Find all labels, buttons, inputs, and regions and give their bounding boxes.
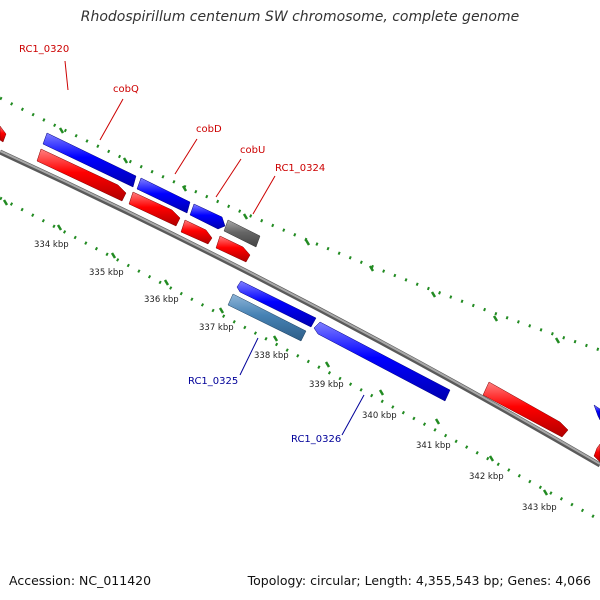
cds-cobU[interactable] [180,219,213,245]
major-ticks [2,199,549,496]
gene-RC1_0325-arrow[interactable] [236,280,317,328]
cds-edge-right[interactable] [593,443,600,463]
inner-tick-track [0,196,600,522]
kbp-label-341: 341 kbp [416,441,451,451]
kbp-label-335: 335 kbp [89,268,124,278]
label-RC1_0325[interactable]: RC1_0325 [188,376,238,387]
chromosome-backbone [0,149,600,468]
cds-cobD[interactable] [128,191,181,227]
cds-track[interactable] [36,148,600,463]
kbp-label-340: 340 kbp [362,411,397,421]
gene-RC1_0325[interactable] [227,293,307,342]
forward-label-leaders [64,60,276,215]
outer-major-ticks [58,127,561,344]
cds-RC1_0324[interactable] [215,235,251,263]
label-RC1_0320[interactable]: RC1_0320 [19,44,69,55]
map-title: Rhodospirillum centenum SW chromosome, c… [80,9,520,25]
kbp-label-339: 339 kbp [309,380,344,390]
reverse-label-leaders [239,337,365,436]
kbp-label-342: 342 kbp [469,472,504,482]
label-RC1_0326[interactable]: RC1_0326 [291,434,341,445]
topology-text: Topology: circular; Length: 4,355,543 bp… [247,573,591,588]
gene-cobQ[interactable] [42,132,137,188]
label-cobQ[interactable]: cobQ [113,84,139,95]
reverse-gene-track[interactable] [227,280,600,421]
gene-RC1_0320-stub[interactable] [0,125,7,143]
label-cobU[interactable]: cobU [240,145,265,156]
cds-cobQ[interactable] [36,148,127,202]
accession-text: Accession: NC_011420 [9,573,152,588]
gene-cobD[interactable] [136,177,191,214]
kbp-label-343: 343 kbp [522,503,557,513]
kbp-label-337: 337 kbp [199,323,234,333]
kbp-label-334: 334 kbp [34,240,69,250]
gene-RC1_0326[interactable] [313,321,451,402]
label-RC1_0324[interactable]: RC1_0324 [275,163,325,174]
kbp-label-336: 336 kbp [144,295,179,305]
forward-gene-labels: RC1_0320 cobQ cobD cobU RC1_0324 [19,44,325,174]
kbp-labels: 334 kbp 335 kbp 336 kbp 337 kbp 338 kbp … [34,240,557,513]
label-cobD[interactable]: cobD [196,124,222,135]
gene-right-edge[interactable] [593,404,600,421]
kbp-label-338: 338 kbp [254,351,289,361]
gene-RC1_0324[interactable] [223,219,261,248]
forward-gene-track[interactable] [0,125,261,248]
gene-cobU[interactable] [189,203,226,230]
cds-right[interactable] [482,381,569,438]
reverse-gene-labels: RC1_0325 RC1_0326 [188,376,341,445]
